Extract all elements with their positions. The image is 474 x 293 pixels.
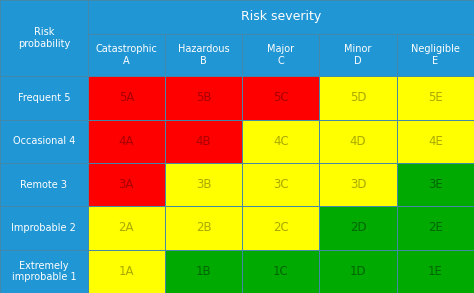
Text: Catastrophic
A: Catastrophic A	[95, 44, 157, 66]
Text: 1C: 1C	[273, 265, 289, 278]
Bar	[397, 34, 474, 76]
Text: Minor
D: Minor D	[345, 44, 372, 66]
Text: 2E: 2E	[428, 222, 443, 234]
Text: 3B: 3B	[196, 178, 211, 191]
Bar	[397, 250, 474, 293]
Text: 4A: 4A	[118, 135, 134, 148]
Bar	[242, 163, 319, 206]
Bar	[242, 34, 319, 76]
Bar	[165, 34, 242, 76]
Text: 4C: 4C	[273, 135, 289, 148]
Bar	[319, 34, 397, 76]
Bar	[88, 206, 165, 250]
Bar	[0, 76, 88, 120]
Text: 3E: 3E	[428, 178, 443, 191]
Text: 2A: 2A	[118, 222, 134, 234]
Bar	[165, 250, 242, 293]
Bar	[165, 163, 242, 206]
Bar	[165, 206, 242, 250]
Text: 4D: 4D	[350, 135, 366, 148]
Text: 3D: 3D	[350, 178, 366, 191]
Text: 4B: 4B	[196, 135, 211, 148]
Bar	[88, 34, 165, 76]
Bar	[0, 206, 88, 250]
Bar	[0, 163, 88, 206]
Bar	[242, 206, 319, 250]
Text: Negligible
E: Negligible E	[411, 44, 460, 66]
Bar	[0, 120, 88, 163]
Bar	[165, 120, 242, 163]
Text: 5B: 5B	[196, 91, 211, 104]
Text: 3A: 3A	[118, 178, 134, 191]
Text: 1B: 1B	[196, 265, 211, 278]
Bar	[397, 120, 474, 163]
Text: Occasional 4: Occasional 4	[13, 136, 75, 146]
Text: 2D: 2D	[350, 222, 366, 234]
Text: Extremely
improbable 1: Extremely improbable 1	[11, 260, 76, 282]
Bar	[319, 120, 397, 163]
Bar	[319, 250, 397, 293]
Text: 2C: 2C	[273, 222, 289, 234]
Bar	[242, 120, 319, 163]
Text: 1D: 1D	[350, 265, 366, 278]
Text: 5C: 5C	[273, 91, 289, 104]
Text: Risk
probability: Risk probability	[18, 27, 70, 49]
Text: Frequent 5: Frequent 5	[18, 93, 70, 103]
Bar	[0, 0, 88, 76]
Text: 3C: 3C	[273, 178, 289, 191]
Text: 5A: 5A	[118, 91, 134, 104]
Text: Improbable 2: Improbable 2	[11, 223, 76, 233]
Text: Hazardous
B: Hazardous B	[178, 44, 229, 66]
Bar	[319, 206, 397, 250]
Text: Risk severity: Risk severity	[241, 10, 321, 23]
Bar	[397, 206, 474, 250]
Bar	[397, 76, 474, 120]
Text: Remote 3: Remote 3	[20, 180, 67, 190]
Text: 5E: 5E	[428, 91, 443, 104]
Bar	[242, 250, 319, 293]
Text: 1E: 1E	[428, 265, 443, 278]
Text: Major
C: Major C	[267, 44, 294, 66]
Bar	[88, 76, 165, 120]
Text: 4E: 4E	[428, 135, 443, 148]
Bar	[88, 0, 474, 34]
Bar	[88, 250, 165, 293]
Bar	[88, 120, 165, 163]
Bar	[0, 250, 88, 293]
Bar	[165, 76, 242, 120]
Bar	[88, 163, 165, 206]
Bar	[242, 76, 319, 120]
Bar	[319, 163, 397, 206]
Bar	[397, 163, 474, 206]
Text: 2B: 2B	[196, 222, 211, 234]
Bar	[319, 76, 397, 120]
Text: 5D: 5D	[350, 91, 366, 104]
Text: 1A: 1A	[118, 265, 134, 278]
